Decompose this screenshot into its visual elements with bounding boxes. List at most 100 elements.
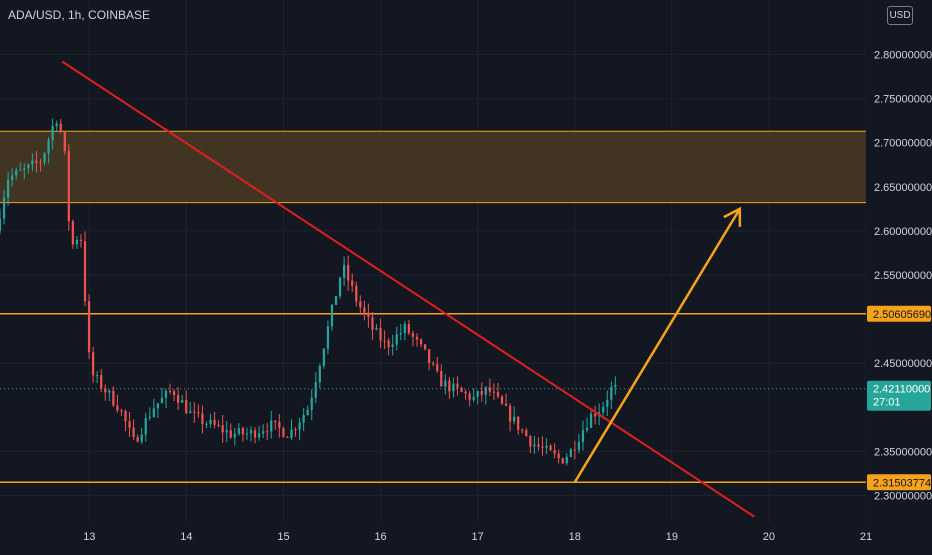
candle-body [241,428,245,435]
candle-body [452,383,455,392]
candle-body [472,396,475,400]
candle-body [310,397,313,410]
candle-body [573,449,576,451]
candle-body [298,422,301,430]
candle-body [585,427,589,431]
x-tick-label: 19 [666,531,678,543]
candle-body [577,442,581,450]
candle-body [610,386,613,400]
candle-body [43,153,46,163]
candle-body [6,179,10,198]
candle-body [553,450,556,454]
level-mid-price-badge [867,305,931,322]
candle-body [614,384,617,387]
candle-body [306,409,309,415]
candle-body [0,218,2,231]
candle-body [136,437,139,442]
candle-body [589,413,593,428]
level-low-price-badge-text: 2.31503774 [873,477,931,489]
candle-body [504,403,508,406]
candle-body [602,406,605,413]
candle-body [233,433,236,438]
candle-body [432,363,435,365]
candle-body [399,333,402,335]
x-tick-label: 20 [763,531,775,543]
candle-body [330,304,334,327]
candle-body [11,175,14,180]
level-low-price-badge [867,474,931,491]
time-axis[interactable] [0,522,932,550]
level-mid-price-badge-text: 2.50605690 [873,309,931,321]
candle-body [96,375,99,377]
candle-body [415,336,419,340]
candle-body [197,412,200,414]
candle-body [71,221,74,245]
y-tick-label: 2.30000000 [874,491,932,503]
candle-body [355,285,358,302]
x-tick-label: 18 [569,531,581,543]
current-price-badge-value: 2.42110000 [873,384,930,396]
candle-body [112,390,115,406]
candle-body [59,123,62,132]
candle-body [468,393,471,400]
symbol-title: ADA/USD, 1h, COINBASE [8,8,151,22]
candle-body [508,405,512,422]
x-tick-label: 14 [180,531,192,543]
candle-body [245,433,249,435]
candle-body [545,445,548,448]
candle-body [521,429,524,431]
y-tick-label: 2.70000000 [874,138,932,150]
x-tick-label: 17 [472,531,484,543]
candle-body [172,391,176,396]
candle-body [419,339,423,345]
candle-body [500,396,504,404]
projection-arrow-head[interactable] [723,206,742,227]
candle-body [237,428,240,434]
candle-body [557,453,560,459]
candle-body [606,399,609,407]
candle-body [513,416,516,422]
x-tick-label: 21 [860,531,872,543]
projection-arrow-shaft[interactable] [573,208,741,483]
x-tick-label: 15 [277,531,289,543]
candle-body [27,164,30,169]
price-axis[interactable] [866,0,932,550]
candle-body [496,392,500,397]
candle-body [148,416,151,418]
resistance-zone[interactable] [0,131,866,203]
candle-body [529,436,532,447]
candle-body [55,123,58,127]
candle-body [262,431,265,434]
candle-body [302,414,305,423]
candle-body [193,411,196,413]
candle-body [185,400,188,414]
currency-button[interactable]: USD [887,6,913,25]
candle-body [19,169,22,171]
x-tick-label: 13 [83,531,95,543]
candle-body [132,427,135,438]
candle-body [565,456,568,464]
candle-body [144,417,147,435]
y-tick-label: 2.60000000 [874,226,932,238]
candle-body [326,326,330,349]
candle-body [322,348,325,366]
y-tick-label: 2.65000000 [874,182,932,194]
candle-body [569,449,572,457]
candle-body [253,430,257,438]
candle-body [314,382,317,398]
y-tick-label: 2.80000000 [874,49,932,61]
candle-body [549,445,552,451]
candle-body [156,403,160,409]
candle-body [403,324,406,334]
candle-body [266,431,269,433]
candle-body [464,391,467,394]
candle-body [209,419,212,424]
candle-body [411,333,415,337]
candle-body [343,264,346,278]
y-tick-label: 2.55000000 [874,270,932,282]
candle-body [92,352,95,376]
candle-body [480,391,483,395]
descending-trendline[interactable] [61,60,755,518]
